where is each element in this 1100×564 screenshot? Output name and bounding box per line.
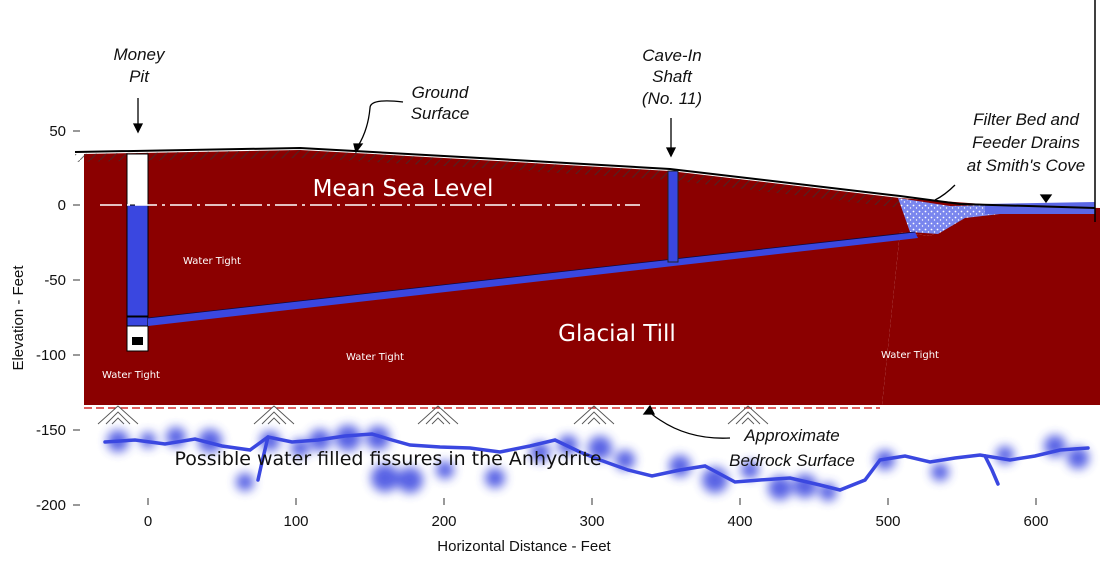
flood-tunnel [148,232,918,326]
money-pit-shaft-water [126,204,149,317]
fissure-blobs [107,425,1089,501]
fissure-lines [103,432,1090,492]
cave-in-label-3: (No. 11) [642,89,702,108]
money-pit-tunnel-mouth [126,316,149,327]
y-tick-minus150: -150 [36,422,66,439]
y-axis-title: Elevation - Feet [10,265,27,371]
filter-bed-label-1: Filter Bed and [973,110,1079,129]
money-pit-shaft-upper [126,153,149,206]
water-tight-label-3: Water Tight [346,352,404,363]
y-tick-minus50: -50 [44,272,66,289]
x-tick-600: 600 [1023,513,1048,530]
x-tick-0: 0 [144,513,152,530]
surface-hatch [75,150,900,208]
filter-bed-label-2: Feeder Drains [972,133,1080,152]
x-tick-500: 500 [875,513,900,530]
y-tick-minus200: -200 [36,497,66,514]
water-tight-label-1: Water Tight [183,256,241,267]
money-pit-chest [132,337,143,345]
water-tight-label-2: Water Tight [102,370,160,381]
x-tick-300: 300 [579,513,604,530]
bedrock-label-1: Approximate [743,426,839,445]
money-pit-label-2: Pit [129,67,150,86]
money-pit-label-1: Money [113,45,166,64]
ground-surface-label-2: Surface [411,104,470,123]
glacial-till-body [84,150,1100,405]
y-tick-50: 50 [49,123,66,140]
ground-surface-label-1: Ground [412,83,469,102]
till-right [882,220,1100,405]
filter-bed-label-3: at Smith's Cove [967,156,1086,175]
x-axis-title: Horizontal Distance - Feet [437,538,611,555]
fissures-label: Possible water filled fissures in the An… [174,448,601,470]
x-tick-200: 200 [431,513,456,530]
bedrock-hatch-marks [97,405,769,425]
cave-in-label-2: Shaft [652,67,693,86]
y-tick-0: 0 [58,197,66,214]
cave-in-label-1: Cave-In [642,46,702,65]
glacial-till-label: Glacial Till [558,321,676,347]
axis-tick-marks [73,130,1037,506]
mean-sea-level-label: Mean Sea Level [313,176,494,202]
ground-surface-line [74,146,1096,209]
bedrock-label-2: Bedrock Surface [729,451,855,470]
leader-arrows [132,98,1053,439]
water-tight-label-4: Water Tight [881,350,939,361]
x-tick-400: 400 [727,513,752,530]
cave-in-shaft [667,170,679,263]
y-tick-minus100: -100 [36,347,66,364]
x-tick-100: 100 [283,513,308,530]
